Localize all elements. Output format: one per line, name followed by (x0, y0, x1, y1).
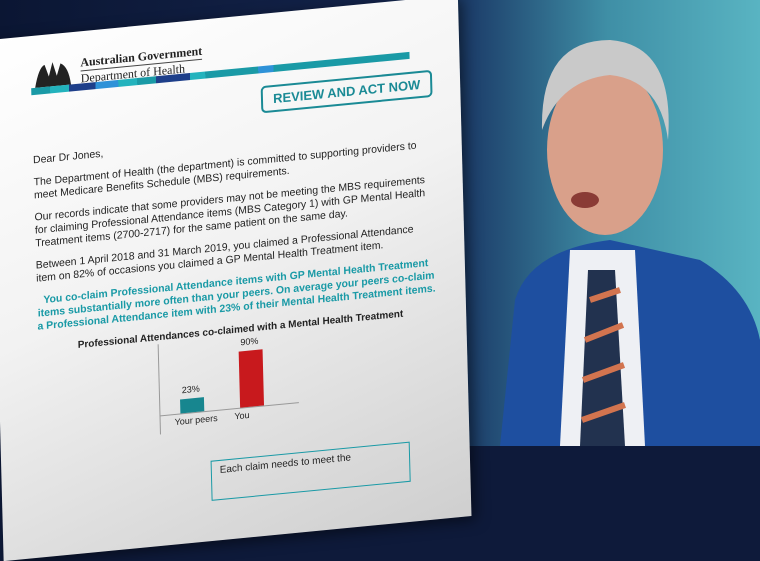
info-box: Each claim needs to meet the (210, 441, 411, 501)
data-label: 23% (181, 383, 200, 395)
bar-0 (180, 396, 205, 414)
data-label: 90% (240, 335, 259, 348)
bar-1 (238, 349, 265, 408)
bar-chart: 23% Your peers 90% You (157, 330, 300, 435)
review-badge: REVIEW AND ACT NOW (260, 69, 433, 114)
coat-of-arms-icon (35, 62, 71, 88)
category-label: Your peers (174, 412, 218, 428)
speaker-photo (500, 40, 760, 446)
letter-document: Australian Government Department of Heal… (0, 0, 472, 561)
government-logo: Australian Government Department of Heal… (30, 19, 437, 92)
category-label: You (234, 409, 250, 422)
